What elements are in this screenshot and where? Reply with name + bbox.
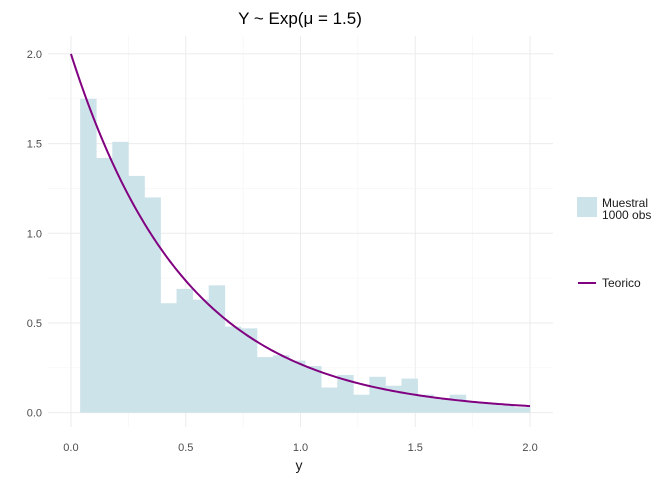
theoretical-density-line [69, 53, 531, 408]
theoretical-curve [69, 53, 531, 408]
y-tick-label: 2.0 [27, 49, 42, 61]
histogram-bar [481, 403, 499, 413]
histogram-bar [465, 401, 483, 413]
y-tick-label: 1.0 [27, 228, 42, 240]
y-tick-label: 0.5 [27, 318, 42, 330]
histogram-bar [321, 387, 338, 413]
histogram-bar [80, 98, 97, 413]
histogram-bar [112, 141, 129, 413]
histogram-bar [449, 394, 467, 413]
histogram-bar [337, 374, 354, 413]
x-tick-label: 0.0 [63, 442, 78, 454]
histogram-bar [305, 366, 322, 413]
histogram-bar [128, 175, 145, 413]
x-tick-label: 1.0 [293, 442, 308, 454]
histogram-bar [160, 303, 177, 413]
histogram-bar [256, 357, 274, 413]
legend-label-teorico: Teorico [602, 276, 641, 290]
histogram-bar [192, 299, 210, 413]
histogram-bar [176, 288, 194, 413]
y-tick-label: 0.0 [27, 408, 42, 420]
histogram-bar [144, 197, 161, 413]
y-tick-label: 1.5 [27, 139, 42, 151]
x-axis-title: y [296, 457, 303, 473]
histogram-bar [353, 394, 370, 413]
histogram-bar [497, 405, 515, 413]
histogram-bar [369, 376, 386, 413]
histogram-bar [272, 355, 290, 413]
x-tick-label: 0.5 [178, 442, 193, 454]
y-axis-ticks: 0.0 0.5 1.0 1.5 2.0 [27, 49, 42, 420]
legend: Muestral 1000 obs Teorico [577, 196, 651, 290]
histogram-bar [513, 407, 531, 413]
histogram-bar [240, 328, 258, 413]
x-axis-ticks: 0.0 0.5 1.0 1.5 2.0 [63, 442, 537, 454]
histogram-bar [96, 157, 113, 413]
histogram-bar [289, 360, 306, 413]
histogram-bar [208, 285, 226, 413]
legend-label-muestral: 1000 obs [602, 208, 651, 222]
histogram-bar [224, 326, 242, 413]
x-tick-label: 1.5 [408, 442, 423, 454]
legend-key-muestral [577, 197, 597, 217]
histogram-bars [80, 98, 531, 413]
histogram-bar [401, 378, 418, 413]
x-tick-label: 2.0 [522, 442, 537, 454]
histogram-bar [417, 394, 435, 413]
legend-label-muestral: Muestral [602, 196, 648, 210]
histogram-bar [433, 398, 451, 413]
chart-title: Y ~ Exp(μ = 1.5) [238, 9, 362, 28]
